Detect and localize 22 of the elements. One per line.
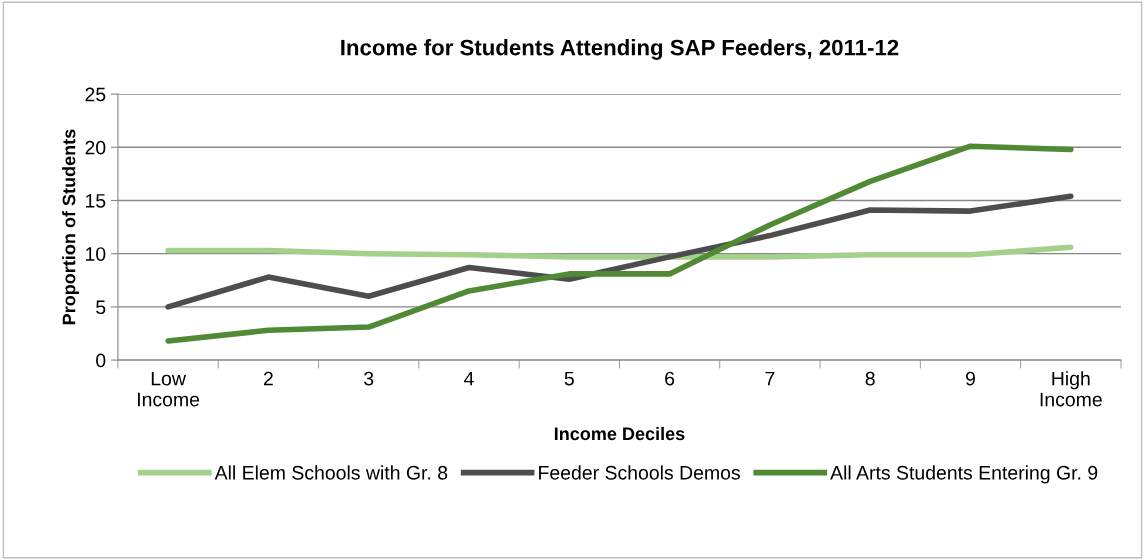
y-tick-label: 0 (96, 353, 106, 368)
legend-label: Feeder Schools Demos (539, 465, 740, 480)
legend-label: All Arts Students Entering Gr. 9 (830, 465, 1098, 484)
x-tick-label: 2 (263, 371, 273, 386)
x-tick-label: 9 (966, 371, 975, 386)
x-tick-label: 8 (865, 371, 875, 386)
y-tick-label: 25 (85, 87, 106, 102)
y-axis-title: Proportion of Students (62, 129, 79, 325)
y-tick-label: 10 (85, 247, 106, 261)
x-tick-label: 5 (564, 371, 574, 386)
y-tick-label: 15 (85, 194, 106, 208)
y-tick-label: 20 (85, 140, 106, 155)
chart-title: Income for Students Attending SAP Feeders, 2011-12 (341, 39, 899, 60)
x-tick-label: 4 (464, 371, 474, 386)
legend-label: All Elem Schools with Gr. 8 (214, 465, 448, 480)
x-axis-title: Income Deciles (554, 426, 685, 441)
x-tick-label: 6 (665, 371, 675, 386)
x-tick-label: 3 (364, 371, 374, 386)
x-tick-label: Low Income (138, 371, 200, 407)
x-tick-label: High Income (1040, 371, 1102, 407)
y-tick-label: 5 (96, 300, 106, 315)
x-tick-label: 7 (765, 371, 775, 386)
